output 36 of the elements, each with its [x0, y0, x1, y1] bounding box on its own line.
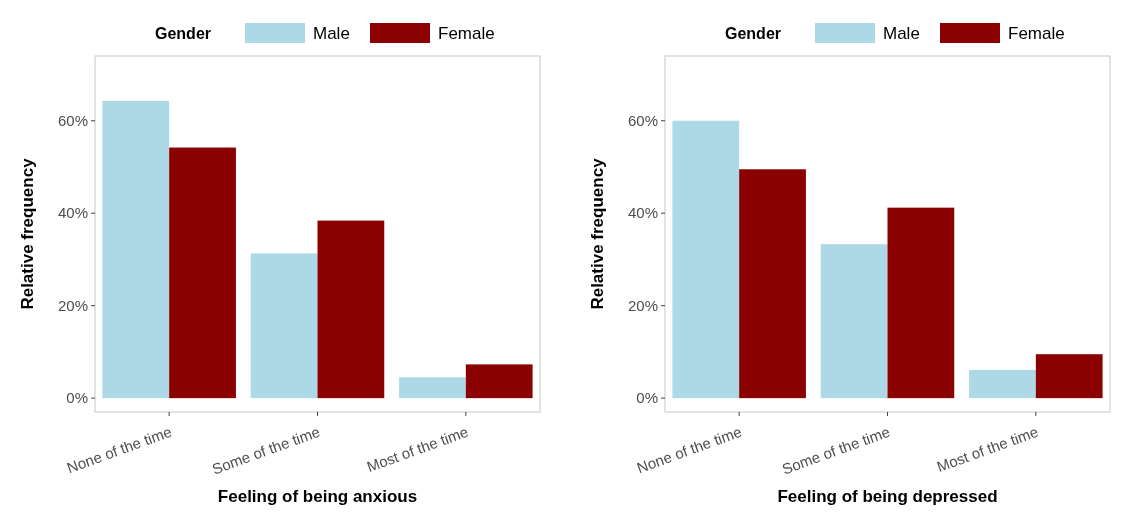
y-tick-label: 40%: [627, 204, 658, 222]
y-axis-title: Relative frequency: [18, 157, 37, 310]
legend-title: Gender: [725, 24, 782, 42]
x-axis-title: Feeling of being depressed: [777, 487, 998, 506]
x-tick-label: Some of the time: [779, 422, 893, 478]
y-tick-label: 60%: [627, 111, 658, 129]
x-axis-title: Feeling of being anxious: [217, 487, 418, 506]
legend-title: Gender: [155, 24, 212, 42]
legend-label: Female: [1008, 23, 1065, 43]
bar: [250, 253, 318, 399]
bar: [169, 147, 236, 399]
bar: [887, 207, 955, 399]
y-tick-label: 60%: [57, 111, 88, 129]
x-tick-label: Some of the time: [209, 422, 323, 478]
legend-label: Male: [883, 23, 920, 43]
bar: [399, 377, 466, 399]
bar: [820, 244, 888, 399]
y-tick-label: 0%: [66, 389, 88, 407]
legend-label: Male: [313, 23, 350, 43]
y-tick-label: 40%: [57, 204, 88, 222]
y-tick-label: 20%: [57, 296, 88, 314]
legend-label: Female: [438, 23, 495, 43]
y-tick-label: 0%: [636, 389, 658, 407]
bar: [672, 120, 740, 399]
bar: [317, 220, 385, 399]
bar: [969, 369, 1036, 399]
x-tick-label: Most of the time: [364, 422, 471, 476]
y-tick-label: 20%: [627, 296, 658, 314]
bar: [1035, 354, 1103, 399]
y-axis-title: Relative frequency: [588, 157, 607, 310]
bar: [739, 169, 806, 399]
x-tick-label: None of the time: [64, 422, 174, 477]
x-tick-label: Most of the time: [934, 422, 1041, 476]
x-tick-label: None of the time: [634, 422, 744, 477]
bar: [102, 100, 170, 399]
bar: [465, 364, 533, 399]
